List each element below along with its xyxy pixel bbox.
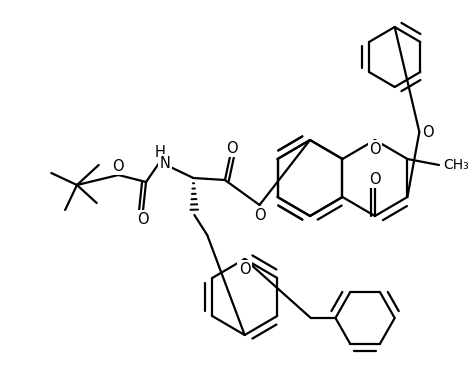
Text: O: O [239,262,251,276]
Text: O: O [113,158,124,173]
Text: O: O [226,141,237,155]
Text: N: N [159,155,170,170]
Text: O: O [422,125,434,140]
Text: H: H [155,144,165,160]
Text: O: O [254,208,265,222]
Text: O: O [369,141,381,157]
Text: O: O [369,171,381,186]
Text: O: O [137,212,149,227]
Text: CH₃: CH₃ [443,158,469,172]
